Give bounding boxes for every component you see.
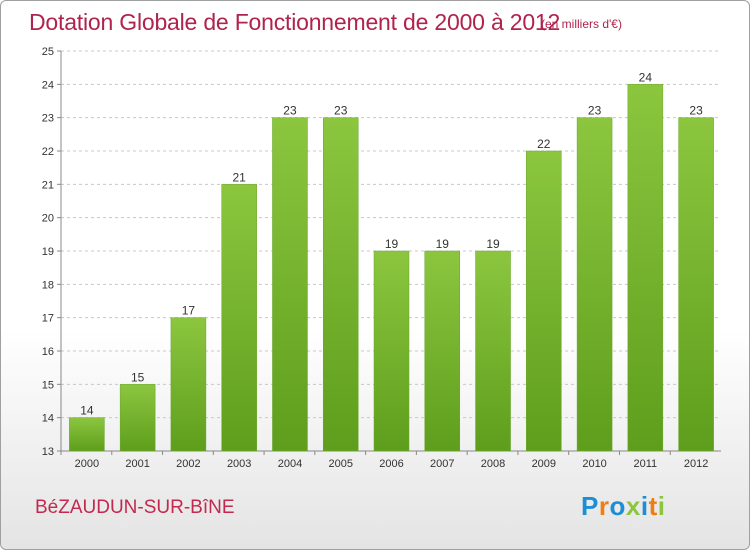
x-tick-label: 2006 [379, 458, 403, 470]
x-tick-label: 2003 [227, 458, 251, 470]
y-tick-label: 24 [42, 79, 54, 91]
x-tick-label: 2009 [532, 458, 556, 470]
y-tick-label: 25 [42, 46, 54, 58]
bar [272, 117, 308, 452]
logo-letter: i [640, 491, 649, 521]
bar-value-label: 23 [689, 104, 703, 118]
bar [627, 84, 664, 452]
logo-letter: r [598, 491, 610, 521]
bar-value-label: 15 [131, 370, 145, 384]
bar-value-label: 23 [334, 104, 348, 118]
x-tick-label: 2005 [328, 458, 352, 470]
x-tick-label: 2008 [481, 458, 505, 470]
bar-value-label: 14 [80, 404, 94, 418]
x-tick-label: 2002 [176, 458, 200, 470]
bar [526, 150, 562, 452]
bar-value-label: 21 [233, 170, 247, 184]
bar-value-label: 23 [588, 104, 602, 118]
bar [322, 117, 359, 452]
bar [475, 250, 511, 452]
x-tick-label: 2007 [430, 458, 454, 470]
logo-letter: t [648, 491, 658, 521]
bar-value-label: 17 [182, 304, 196, 318]
bar [221, 184, 257, 452]
y-tick-label: 13 [42, 446, 54, 458]
bar [678, 117, 714, 452]
bar-value-label: 19 [436, 237, 450, 251]
x-tick-label: 2011 [634, 458, 658, 470]
chart-title: Dotation Globale de Fonctionnement de 20… [29, 9, 561, 35]
commune-name: BéZAUDUN-SUR-BîNE [35, 497, 235, 518]
y-tick-label: 19 [42, 246, 54, 258]
y-tick-label: 14 [42, 413, 54, 425]
x-tick-label: 2010 [582, 458, 606, 470]
bar-value-label: 19 [385, 237, 399, 251]
bar-value-label: 23 [283, 104, 297, 118]
x-tick-label: 2012 [684, 458, 708, 470]
y-tick-label: 21 [42, 179, 54, 191]
bar-value-label: 22 [537, 137, 551, 151]
x-tick-label: 2001 [125, 458, 149, 470]
x-tick-label: 2004 [278, 458, 302, 470]
y-tick-label: 18 [42, 279, 54, 291]
logo-letter: x [625, 491, 641, 521]
bar [170, 317, 207, 452]
bar-value-label: 24 [639, 70, 653, 84]
bar [424, 250, 461, 452]
chart-subtitle: (en milliers d'€) [541, 17, 622, 31]
bar [69, 417, 105, 452]
y-tick-label: 23 [42, 113, 54, 125]
bar [373, 250, 410, 452]
x-tick-label: 2000 [75, 458, 99, 470]
proxiti-logo[interactable]: Proxiti [581, 491, 665, 522]
logo-letter: o [609, 491, 626, 521]
y-tick-label: 20 [42, 213, 54, 225]
bar [119, 384, 156, 452]
bar-value-label: 19 [486, 237, 500, 251]
bar [576, 117, 613, 452]
logo-letter: P [581, 491, 599, 521]
y-tick-label: 17 [42, 313, 54, 325]
y-tick-label: 15 [42, 379, 54, 391]
y-tick-label: 16 [42, 346, 54, 358]
y-tick-label: 22 [42, 146, 54, 158]
logo-letter: i [657, 491, 666, 521]
